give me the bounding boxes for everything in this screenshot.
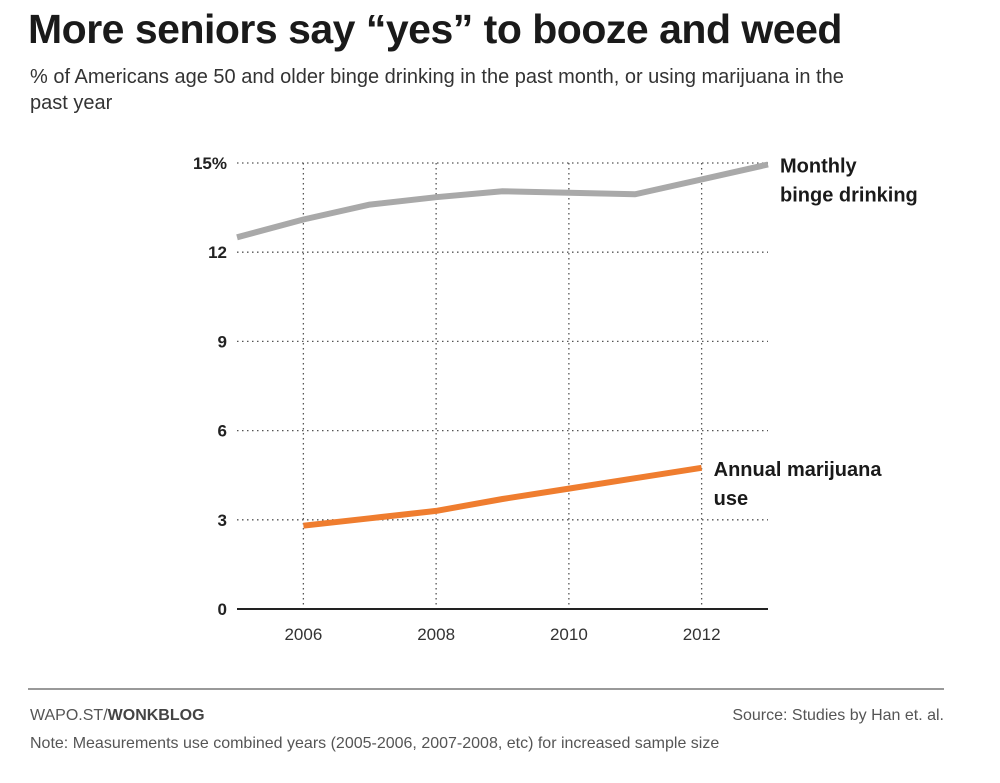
series-line-marijuana bbox=[303, 464, 703, 529]
y-tick-label: 15% bbox=[193, 154, 227, 173]
x-tick-label: 2010 bbox=[550, 625, 588, 644]
y-tick-label: 0 bbox=[218, 600, 227, 619]
credit-brand: WONKBLOG bbox=[107, 707, 205, 724]
credit-prefix: WAPO.ST/ bbox=[30, 707, 108, 724]
source-text: Source: Studies by Han et. al. bbox=[732, 707, 944, 724]
credit-line: WAPO.ST/WONKBLOG bbox=[30, 707, 205, 725]
x-tick-label: 2012 bbox=[683, 625, 721, 644]
y-tick-label: 12 bbox=[208, 243, 227, 262]
y-tick-label: 9 bbox=[218, 332, 227, 351]
footer-divider bbox=[28, 688, 944, 690]
note-text: Note: Measurements use combined years (2… bbox=[30, 735, 720, 752]
series-label-line: Monthly bbox=[780, 155, 858, 177]
x-tick-label: 2006 bbox=[284, 625, 322, 644]
x-tick-label: 2008 bbox=[417, 625, 455, 644]
label-layer: Monthly binge drinking Annual marijuana use bbox=[714, 155, 918, 509]
series-label-line: use bbox=[714, 488, 748, 510]
chart-subtitle: % of Americans age 50 and older binge dr… bbox=[30, 66, 844, 114]
chart-title: More seniors say “yes” to booze and weed bbox=[28, 6, 842, 52]
axis-layer: 0 3 6 9 12 15% 2006 2008 2010 2012 bbox=[193, 154, 768, 644]
series-label-line: binge drinking bbox=[780, 184, 918, 206]
series-line-binge-drinking bbox=[236, 161, 769, 241]
line-chart: 0 3 6 9 12 15% 2006 2008 2010 2012 Monthly binge d… bbox=[193, 154, 918, 644]
y-tick-label: 6 bbox=[218, 422, 227, 441]
series-layer bbox=[236, 161, 769, 529]
series-label-line: Annual marijuana bbox=[714, 459, 883, 481]
grid-layer bbox=[237, 162, 768, 609]
y-tick-label: 3 bbox=[218, 511, 227, 530]
